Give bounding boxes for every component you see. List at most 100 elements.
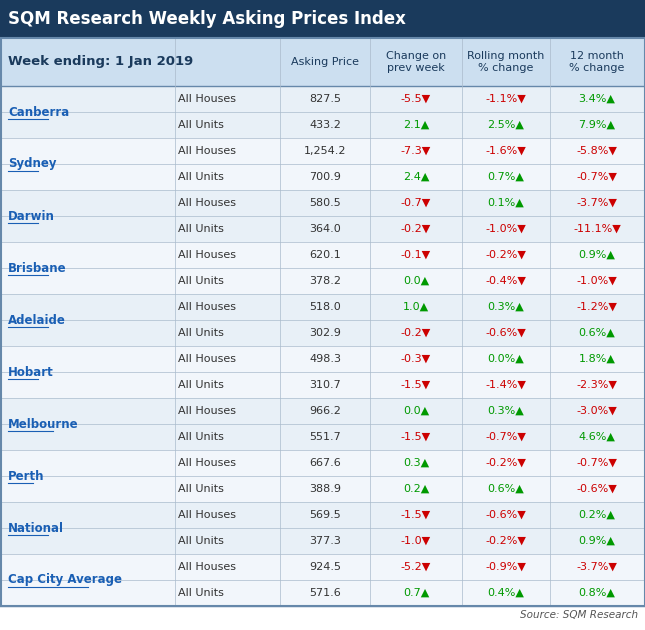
Bar (0, 502, 645, 528)
Text: 924.5: 924.5 (309, 562, 341, 572)
Text: 2.4▲: 2.4▲ (403, 172, 429, 182)
Text: All Units: All Units (178, 588, 224, 598)
Text: Change on
prev week: Change on prev week (386, 51, 446, 73)
Text: Cap City Average: Cap City Average (8, 573, 122, 587)
Bar (0, 112, 645, 138)
Text: -0.7▼: -0.7▼ (401, 198, 431, 208)
Bar (0, 398, 645, 424)
Text: -1.0%▼: -1.0%▼ (577, 276, 617, 286)
Text: Adelaide: Adelaide (8, 314, 66, 326)
Text: All Houses: All Houses (178, 562, 236, 572)
Bar (0, 320, 645, 346)
Text: -1.0▼: -1.0▼ (401, 536, 431, 546)
Text: -1.5▼: -1.5▼ (401, 380, 431, 390)
Text: -3.0%▼: -3.0%▼ (577, 406, 617, 416)
Text: 1.8%▲: 1.8%▲ (579, 354, 615, 364)
Text: 498.3: 498.3 (309, 354, 341, 364)
Text: 0.0▲: 0.0▲ (403, 276, 429, 286)
Text: All Units: All Units (178, 484, 224, 494)
Bar (0, 38, 645, 86)
Bar (0, 216, 645, 242)
Text: 12 month
% change: 12 month % change (570, 51, 625, 73)
Text: Darwin: Darwin (8, 210, 55, 222)
Text: -0.7%▼: -0.7%▼ (486, 432, 526, 442)
Text: Canberra: Canberra (8, 105, 69, 118)
Bar (0, 294, 645, 320)
Text: 0.6%▲: 0.6%▲ (488, 484, 524, 494)
Text: All Houses: All Houses (178, 302, 236, 312)
Bar (0, 164, 645, 190)
Text: 518.0: 518.0 (309, 302, 341, 312)
Text: All Houses: All Houses (178, 510, 236, 520)
Text: Perth: Perth (8, 469, 45, 483)
Text: -0.6%▼: -0.6%▼ (577, 484, 617, 494)
Text: 0.0▲: 0.0▲ (403, 406, 429, 416)
Text: -0.4%▼: -0.4%▼ (486, 276, 526, 286)
Text: -2.3%▼: -2.3%▼ (577, 380, 617, 390)
Text: 388.9: 388.9 (309, 484, 341, 494)
Text: All Houses: All Houses (178, 354, 236, 364)
Bar (0, 450, 645, 476)
Text: 0.0%▲: 0.0%▲ (488, 354, 524, 364)
Bar (0, 86, 645, 112)
Bar (0, 242, 645, 268)
Text: All Units: All Units (178, 536, 224, 546)
Text: All Houses: All Houses (178, 94, 236, 104)
Text: 0.3%▲: 0.3%▲ (488, 302, 524, 312)
Text: 1,254.2: 1,254.2 (304, 146, 346, 156)
Bar (0, 424, 645, 450)
Text: 0.7%▲: 0.7%▲ (488, 172, 524, 182)
Text: All Units: All Units (178, 432, 224, 442)
Text: 3.4%▲: 3.4%▲ (579, 94, 615, 104)
Text: All Units: All Units (178, 172, 224, 182)
Bar (0, 346, 645, 372)
Text: All Units: All Units (178, 380, 224, 390)
Bar (0, 476, 645, 502)
Text: -7.3▼: -7.3▼ (401, 146, 431, 156)
Bar (0, 372, 645, 398)
Text: 0.3▲: 0.3▲ (403, 458, 429, 468)
Text: 0.7▲: 0.7▲ (403, 588, 429, 598)
Text: All Units: All Units (178, 224, 224, 234)
Text: 580.5: 580.5 (309, 198, 341, 208)
Text: 620.1: 620.1 (309, 250, 341, 260)
Text: 2.1▲: 2.1▲ (403, 120, 429, 130)
Text: -0.9%▼: -0.9%▼ (486, 562, 526, 572)
Text: Sydney: Sydney (8, 158, 57, 171)
Text: All Units: All Units (178, 276, 224, 286)
Text: 966.2: 966.2 (309, 406, 341, 416)
Text: 667.6: 667.6 (309, 458, 341, 468)
Text: -5.2▼: -5.2▼ (401, 562, 431, 572)
Text: 0.3%▲: 0.3%▲ (488, 406, 524, 416)
Text: All Houses: All Houses (178, 458, 236, 468)
Text: 0.2▲: 0.2▲ (403, 484, 429, 494)
Bar (0, 138, 645, 164)
Text: 569.5: 569.5 (309, 510, 341, 520)
Text: SQM Research Weekly Asking Prices Index: SQM Research Weekly Asking Prices Index (8, 10, 406, 28)
Text: 571.6: 571.6 (309, 588, 341, 598)
Text: Rolling month
% change: Rolling month % change (468, 51, 544, 73)
Text: All Houses: All Houses (178, 198, 236, 208)
Bar (0, 0, 645, 38)
Text: -11.1%▼: -11.1%▼ (573, 224, 621, 234)
Text: -1.4%▼: -1.4%▼ (486, 380, 526, 390)
Text: 7.9%▲: 7.9%▲ (579, 120, 615, 130)
Bar (0, 554, 645, 580)
Text: 310.7: 310.7 (309, 380, 341, 390)
Text: All Units: All Units (178, 328, 224, 338)
Text: 2.5%▲: 2.5%▲ (488, 120, 524, 130)
Text: 364.0: 364.0 (309, 224, 341, 234)
Text: -0.2%▼: -0.2%▼ (486, 458, 526, 468)
Text: 377.3: 377.3 (309, 536, 341, 546)
Text: -1.6%▼: -1.6%▼ (486, 146, 526, 156)
Text: -1.5▼: -1.5▼ (401, 432, 431, 442)
Bar (0, 580, 645, 606)
Text: 0.6%▲: 0.6%▲ (579, 328, 615, 338)
Text: 0.9%▲: 0.9%▲ (579, 250, 615, 260)
Text: 302.9: 302.9 (309, 328, 341, 338)
Text: All Units: All Units (178, 120, 224, 130)
Text: National: National (8, 522, 64, 534)
Text: -0.3▼: -0.3▼ (401, 354, 431, 364)
Text: 433.2: 433.2 (309, 120, 341, 130)
Text: -0.7%▼: -0.7%▼ (577, 172, 617, 182)
